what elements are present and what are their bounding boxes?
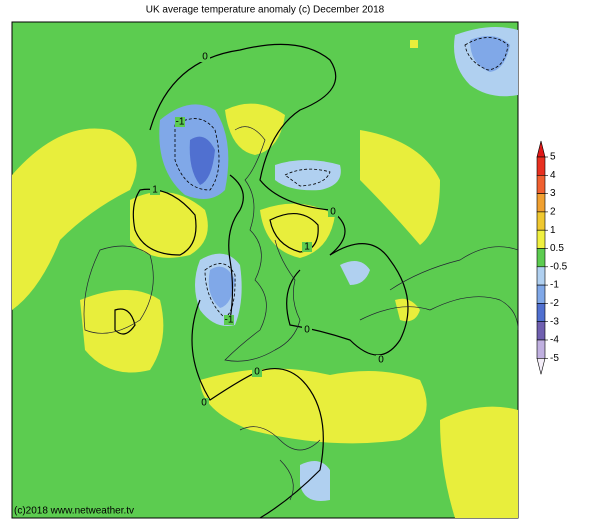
colorbar-tick-label: -2 xyxy=(550,298,559,309)
contour-label-bg xyxy=(224,315,234,325)
contour-label-bg xyxy=(150,185,160,195)
credit: (c)2018 www.netweather.tv xyxy=(14,506,134,517)
colorbar-tick-label: 4 xyxy=(550,170,556,181)
colorbar-tick-label: -1 xyxy=(550,280,559,291)
yellow-areas xyxy=(12,40,518,518)
contour-label: 0 xyxy=(254,367,260,378)
colorbar-band xyxy=(536,303,546,322)
colorbar-band xyxy=(536,193,546,213)
colorbar-band xyxy=(536,266,546,286)
colorbar-tick-label: -5 xyxy=(550,353,559,364)
colorbar-tick-label: 2 xyxy=(550,207,556,218)
contour-labels: 0 -1 1 0 1 -1 0 0 0 0 xyxy=(150,52,386,409)
contour-label-bg xyxy=(302,242,312,252)
colorbar-band xyxy=(536,211,546,231)
contour-label: 0 xyxy=(202,52,208,63)
negative-contours xyxy=(174,37,509,319)
colorbar-tick-label: 5 xyxy=(550,152,556,163)
title: UK average temperature anomaly (c) Decem… xyxy=(146,5,385,16)
contour-label: 1 xyxy=(152,185,158,196)
contour-label-bg xyxy=(302,325,312,335)
colorbar-tick-label: 0.5 xyxy=(550,243,564,254)
map xyxy=(11,21,519,519)
colorbar-band xyxy=(536,156,546,176)
contour-label: -1 xyxy=(225,315,234,326)
colorbar-band xyxy=(536,284,546,304)
colorbar-tick-label: -0.5 xyxy=(550,261,568,272)
contour-label-bg xyxy=(252,367,262,377)
colorbar-band xyxy=(536,321,546,341)
map-frame xyxy=(11,21,519,519)
contour-label: 0 xyxy=(201,398,207,409)
contour-label: 1 xyxy=(304,242,310,253)
colorbar-tick-label: -3 xyxy=(550,316,559,327)
contour-label: 0 xyxy=(378,355,384,366)
colorbar-tick-label: 3 xyxy=(550,188,556,199)
blue-areas xyxy=(159,26,518,501)
colorbar-band xyxy=(536,248,546,268)
colorbar-tick-label: 1 xyxy=(550,225,556,236)
contour-label-bg xyxy=(328,207,338,217)
coastlines xyxy=(83,126,519,501)
contour-label: -1 xyxy=(176,117,185,128)
colorbar: 5 4 3 2 1 0.5 -0.5 -1 -2 -3 -4 -5 xyxy=(536,140,568,375)
contour-label-bg xyxy=(175,117,185,127)
contour-label: 0 xyxy=(330,207,336,218)
colorbar-band xyxy=(536,175,546,194)
contour-label-bg xyxy=(200,52,210,62)
colorbar-bottom-arrow xyxy=(536,358,546,375)
contour-label-bg xyxy=(376,355,386,365)
colorbar-tick-label: -4 xyxy=(550,335,559,346)
contour-label: 0 xyxy=(304,325,310,336)
colorbar-band xyxy=(536,229,546,249)
colorbar-top-arrow xyxy=(536,140,546,158)
colorbar-band xyxy=(536,339,546,359)
contour-label-bg xyxy=(199,398,209,408)
